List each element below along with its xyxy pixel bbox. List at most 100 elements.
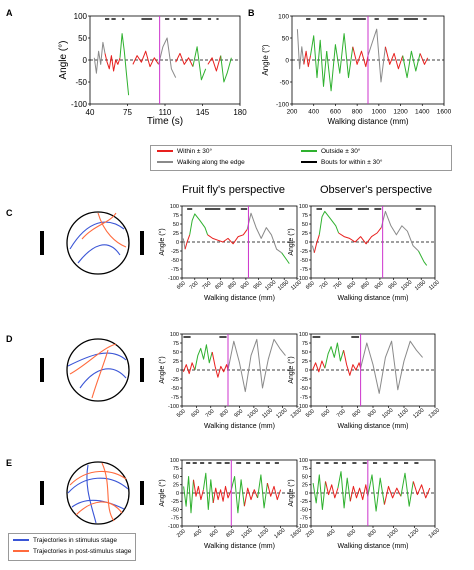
xtick-label-b-7: 1600 bbox=[437, 109, 452, 116]
legend-stimulus-swatch bbox=[13, 539, 29, 542]
arena-circle-c bbox=[66, 211, 130, 275]
series-b-1 bbox=[303, 50, 311, 68]
series-c1-2 bbox=[189, 213, 209, 235]
ylabel-b: Angle (°) bbox=[261, 44, 270, 76]
ytick-label-a-2: 0 bbox=[83, 56, 88, 65]
xtick-label-c2-5: 900 bbox=[374, 280, 385, 291]
trajectory-arena-e bbox=[66, 461, 130, 525]
legend-post-swatch bbox=[13, 550, 29, 553]
xtick-label-b-2: 600 bbox=[330, 109, 341, 116]
series-b-0 bbox=[296, 29, 305, 70]
scale-bar-right-d bbox=[140, 358, 144, 382]
ytick-label-c1-1: -75 bbox=[171, 267, 179, 273]
series-a-6 bbox=[192, 46, 207, 81]
trajectory-stimulus-e-1 bbox=[71, 499, 125, 510]
xtick-label-e1-6: 1400 bbox=[273, 527, 286, 539]
xtick-label-d2-5: 1000 bbox=[381, 407, 394, 419]
legend-edge-label: Walking along the edge bbox=[177, 159, 245, 166]
xlabel-d2: Walking distance (mm) bbox=[338, 423, 409, 430]
xtick-label-e1-4: 1000 bbox=[240, 527, 253, 539]
series-c1-5 bbox=[281, 252, 290, 264]
trajectory-post-c-1 bbox=[81, 212, 117, 240]
series-b-8 bbox=[419, 53, 429, 65]
series-e1-7 bbox=[266, 482, 282, 501]
series-e1-3 bbox=[212, 485, 232, 503]
header-fly-perspective: Fruit fly's perspective bbox=[182, 184, 285, 196]
ytick-label-e1-4: 0 bbox=[176, 491, 179, 497]
ytick-label-e1-1: -75 bbox=[171, 516, 179, 522]
legend-stimulus: Trajectories in stimulus stage bbox=[13, 537, 117, 544]
ytick-label-d1-3: -25 bbox=[171, 377, 179, 383]
xtick-label-e1-2: 600 bbox=[209, 528, 220, 539]
trajectory-stimulus-e-2 bbox=[86, 464, 97, 524]
xtick-label-c2-0: 650 bbox=[305, 280, 316, 291]
panel-label-a: A bbox=[6, 8, 13, 18]
ylabel-a: Angle (°) bbox=[58, 40, 69, 79]
ylabel-e1: Angle (°) bbox=[158, 479, 166, 506]
xlabel-d1: Walking distance (mm) bbox=[204, 423, 275, 430]
ytick-label-d2-3: -25 bbox=[300, 377, 308, 383]
ytick-label-c2-6: 50 bbox=[302, 222, 308, 228]
xtick-label-d1-6: 1100 bbox=[261, 408, 274, 420]
series-c2-3 bbox=[338, 227, 382, 245]
ytick-label-d1-8: 100 bbox=[170, 332, 179, 338]
ytick-label-b-4: 100 bbox=[278, 13, 289, 20]
series-d1-2 bbox=[211, 351, 229, 378]
arena-circle-e bbox=[66, 461, 130, 525]
ytick-label-e2-4: 0 bbox=[305, 491, 308, 497]
ytick-label-d2-5: 25 bbox=[302, 359, 308, 365]
ytick-label-e1-2: -50 bbox=[171, 507, 179, 513]
xtick-label-e1-5: 1200 bbox=[257, 527, 270, 539]
xtick-label-c2-8: 1050 bbox=[414, 279, 427, 291]
ytick-label-e2-1: -75 bbox=[300, 516, 308, 522]
ytick-label-d1-4: 0 bbox=[176, 368, 179, 374]
series-a-0 bbox=[93, 41, 106, 74]
series-a-1 bbox=[104, 53, 121, 72]
trajectory-stimulus-c-0 bbox=[69, 221, 125, 250]
xtick-label-e2-3: 800 bbox=[367, 528, 378, 539]
ytick-label-d1-5: 25 bbox=[173, 359, 179, 365]
xtick-label-c1-2: 750 bbox=[201, 280, 212, 291]
series-e2-6 bbox=[400, 472, 414, 507]
xtick-label-e2-6: 1400 bbox=[428, 527, 441, 539]
scale-bar-left-c bbox=[40, 231, 44, 255]
ytick-label-c1-8: 100 bbox=[170, 204, 179, 210]
ytick-label-c2-0: -100 bbox=[297, 276, 308, 282]
ytick-label-c2-7: 75 bbox=[302, 213, 308, 219]
scale-bar-left-e bbox=[40, 481, 44, 505]
ytick-label-d2-0: -100 bbox=[297, 404, 308, 410]
ytick-label-c2-1: -75 bbox=[300, 267, 308, 273]
series-a-7 bbox=[207, 55, 222, 72]
ytick-label-b-1: -50 bbox=[280, 79, 290, 86]
xtick-label-b-6: 1400 bbox=[415, 109, 430, 116]
xtick-label-d1-4: 900 bbox=[233, 408, 244, 419]
legend-bouts: Bouts for within ± 30° bbox=[301, 159, 382, 166]
ytick-label-c1-0: -100 bbox=[168, 276, 179, 282]
ytick-label-b-0: -100 bbox=[276, 101, 289, 108]
xtick-label-c1-7: 1000 bbox=[264, 279, 277, 291]
ytick-label-e1-0: -100 bbox=[168, 524, 179, 530]
series-e2-5 bbox=[383, 485, 402, 505]
xtick-label-d1-0: 500 bbox=[176, 408, 187, 419]
ytick-label-d2-7: 75 bbox=[302, 341, 308, 347]
trajectory-post-e-0 bbox=[69, 470, 127, 486]
xtick-label-d1-3: 800 bbox=[219, 408, 230, 419]
legend-edge-swatch bbox=[157, 161, 173, 164]
ytick-label-a-1: -50 bbox=[75, 78, 87, 87]
ytick-label-e1-6: 50 bbox=[173, 474, 179, 480]
ytick-label-e2-7: 75 bbox=[302, 466, 308, 472]
legend-post: Trajectories in post-stimulus stage bbox=[13, 548, 131, 555]
series-a-5 bbox=[175, 52, 194, 67]
xtick-label-c1-3: 800 bbox=[214, 280, 225, 291]
xtick-label-b-5: 1200 bbox=[393, 109, 408, 116]
trajectory-post-e-2 bbox=[101, 462, 115, 522]
series-e1-5 bbox=[243, 487, 259, 507]
ytick-label-d1-0: -100 bbox=[168, 404, 179, 410]
series-a-2 bbox=[119, 33, 130, 96]
panel-label-d: D bbox=[6, 334, 13, 344]
xtick-label-e1-3: 800 bbox=[225, 528, 236, 539]
xtick-label-b-4: 1000 bbox=[372, 109, 387, 116]
ytick-label-e1-7: 75 bbox=[173, 466, 179, 472]
ytick-label-d2-6: 50 bbox=[302, 350, 308, 356]
xtick-label-c2-3: 800 bbox=[346, 280, 357, 291]
